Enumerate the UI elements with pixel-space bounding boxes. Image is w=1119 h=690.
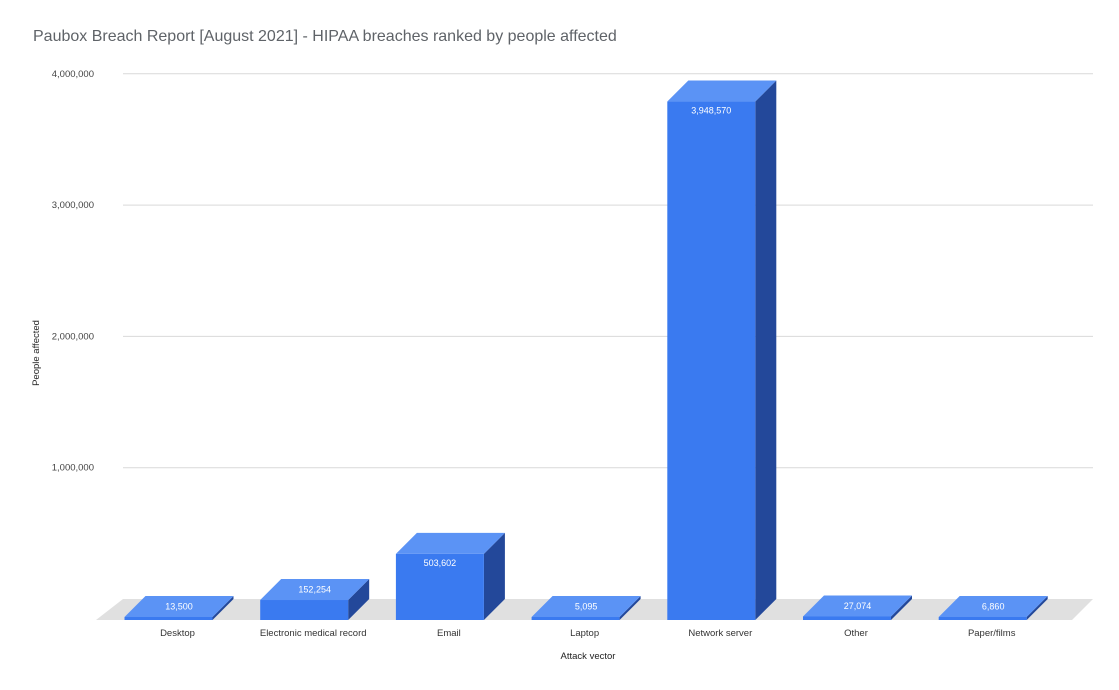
- bar: 27,074: [803, 595, 912, 620]
- x-tick-label: Other: [844, 628, 868, 639]
- data-label: 3,948,570: [691, 106, 731, 116]
- data-label: 5,095: [575, 602, 598, 612]
- y-tick-label: 1,000,000: [52, 463, 94, 474]
- bar-front: [938, 617, 1027, 620]
- x-tick-label: Desktop: [160, 628, 195, 639]
- bar-front: [531, 617, 620, 620]
- bar-top: [531, 596, 641, 617]
- bar-top: [260, 579, 370, 601]
- bars: 13,500 152,254 503,602 5,095 3,948,570 27,074…: [124, 80, 1048, 621]
- data-label: 152,254: [298, 585, 331, 595]
- bar-top: [938, 596, 1048, 617]
- bar-side: [891, 595, 912, 620]
- gridlines: [123, 73, 1093, 469]
- bar: 13,500: [124, 596, 234, 620]
- y-tick-label: 3,000,000: [52, 200, 94, 211]
- bar-front: [124, 617, 213, 620]
- y-axis-ticks: 1,000,000 2,000,000 3,000,000 4,000,000: [52, 69, 94, 474]
- bar-side: [348, 579, 370, 620]
- bar: 5,095: [531, 596, 641, 620]
- data-label: 27,074: [844, 601, 872, 611]
- x-tick-label: Paper/films: [968, 628, 1016, 639]
- x-tick-label: Email: [437, 628, 461, 639]
- x-axis-labels: Desktop Electronic medical record Email Lap…: [160, 628, 1016, 639]
- data-label: 6,860: [982, 602, 1005, 612]
- y-axis-title: People affected: [31, 320, 42, 386]
- bar-top: [803, 595, 912, 617]
- bar-front: [803, 616, 891, 620]
- x-tick-label: Electronic medical record: [260, 628, 367, 639]
- bar-side: [483, 532, 505, 620]
- bar-top: [667, 80, 777, 102]
- bar-top: [124, 596, 234, 617]
- bar-side: [1026, 596, 1048, 620]
- bar: 503,602: [395, 532, 505, 620]
- chart-title: Paubox Breach Report [August 2021] - HIP…: [33, 28, 617, 45]
- bar: 3,948,570: [667, 80, 777, 621]
- bar-front: [260, 600, 349, 620]
- bar-front: [395, 553, 484, 620]
- bar-side: [212, 596, 234, 620]
- bar-front: [667, 101, 756, 621]
- bar-side: [619, 596, 641, 620]
- bar-side: [755, 80, 777, 621]
- x-tick-label: Laptop: [570, 628, 599, 639]
- bar-top: [395, 532, 505, 554]
- x-tick-label: Network server: [688, 628, 752, 639]
- x-axis-title: Attack vector: [561, 651, 616, 662]
- y-tick-label: 2,000,000: [52, 331, 94, 342]
- data-label: 13,500: [165, 602, 193, 612]
- data-label: 503,602: [424, 558, 457, 568]
- bar: 152,254: [260, 579, 370, 620]
- bar: 6,860: [938, 596, 1048, 620]
- y-tick-label: 4,000,000: [52, 69, 94, 80]
